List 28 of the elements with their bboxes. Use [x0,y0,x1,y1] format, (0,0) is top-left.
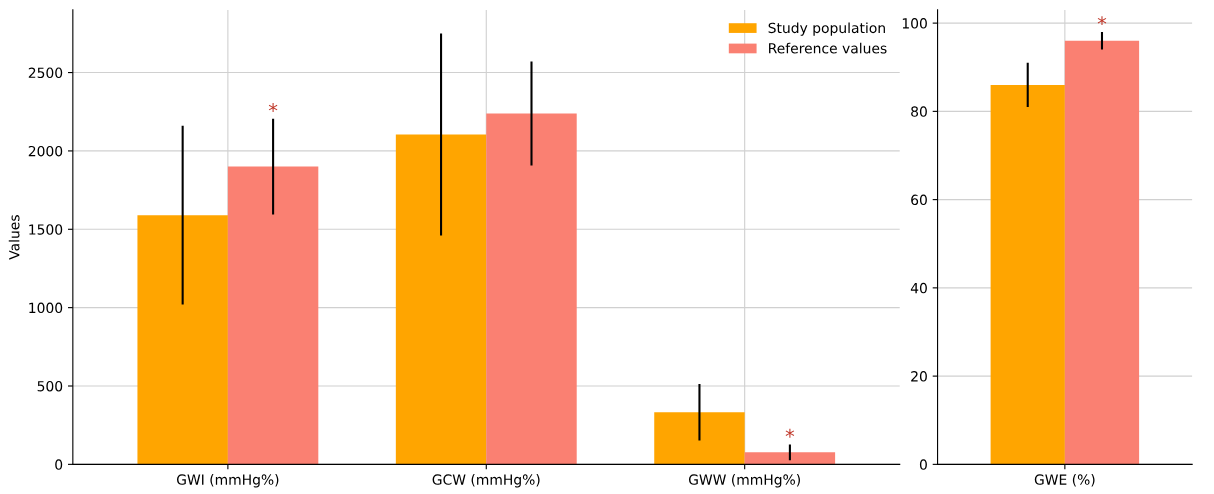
legend-label: Reference values [769,42,887,54]
data-label: * [268,103,278,112]
bar [227,166,319,465]
x-tick-label: GWW (mmHg%) [688,474,800,488]
bar [137,215,228,465]
y-tick-label: 0 [919,459,927,470]
y-tick-label: 20 [911,371,927,382]
x-tick-label: GCW (mmHg%) [432,474,540,488]
y-axis-title: Values [8,215,20,260]
legend-label: Study population [768,22,885,36]
bar [744,452,836,465]
y-tick-label: 500 [37,380,63,392]
bar [395,134,487,465]
data-label: * [1097,16,1107,26]
y-tick-label: 2000 [28,145,63,157]
data-label: * [785,428,795,438]
y-tick-label: 100 [902,18,927,29]
y-tick-label: 80 [911,106,927,117]
y-tick-label: 2500 [28,67,63,79]
bar [486,113,577,465]
bar [654,412,745,465]
y-tick-label: 1500 [29,224,63,235]
y-tick-label: 1000 [29,302,63,314]
y-tick-label: 60 [911,194,927,206]
x-tick-label: GWE (%) [1034,474,1095,487]
x-tick-label: GWI (mmHg%) [176,474,279,488]
y-tick-label: 0 [55,459,63,470]
y-tick-label: 40 [910,282,927,294]
